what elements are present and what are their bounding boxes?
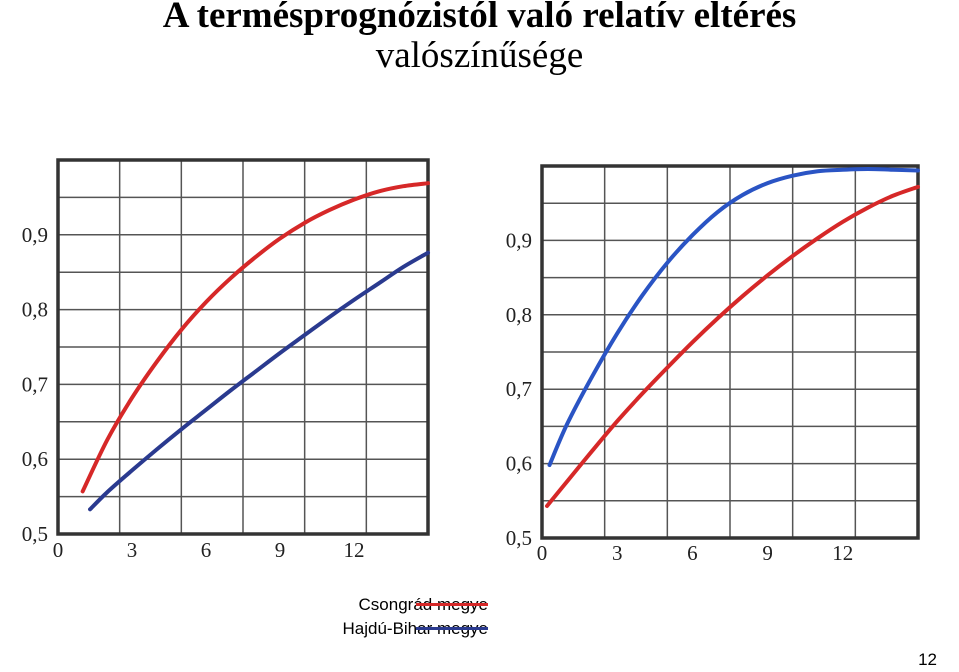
x-tick-label: 3 <box>127 538 138 562</box>
legend-label: Hajdú-Bihar megye <box>342 619 488 638</box>
grid <box>58 160 428 534</box>
legend-item-csongrad: Csongrád megye <box>230 593 488 617</box>
y-tick-label: 0,8 <box>22 298 48 322</box>
series-line-csongrad <box>80 181 430 494</box>
slide-title: A termésprognózistól való relatív eltéré… <box>0 0 959 76</box>
x-tick-label: 12 <box>832 541 853 565</box>
y-tick-label: 0,7 <box>22 372 48 396</box>
y-tick-label: 0,9 <box>22 223 48 247</box>
legend-swatch <box>416 603 488 606</box>
x-tick-label: 0 <box>53 538 64 562</box>
y-tick-label: 0,7 <box>506 377 532 401</box>
x-tick-label: 9 <box>275 538 286 562</box>
x-tick-label: 6 <box>687 541 698 565</box>
x-tick-label: 6 <box>201 538 212 562</box>
title-line-2: valószínűsége <box>375 35 584 76</box>
plot-frame <box>540 164 920 540</box>
y-tick-label: 0,5 <box>22 522 48 546</box>
x-tick-label: 12 <box>344 538 365 562</box>
grid <box>542 166 918 538</box>
y-tick-label: 0,5 <box>506 526 532 550</box>
y-tick-label: 0,6 <box>506 452 532 476</box>
series-line-hajdu-bihar <box>88 250 430 512</box>
x-tick-label: 0 <box>537 541 548 565</box>
series-line-csongrad <box>545 184 920 509</box>
y-tick-label: 0,6 <box>22 447 48 471</box>
series-line-hajdu-bihar <box>547 166 920 468</box>
x-tick-label: 3 <box>612 541 623 565</box>
y-tick-label: 0,9 <box>506 228 532 252</box>
y-tick-label: 0,8 <box>506 303 532 327</box>
legend: Csongrád megye Hajdú-Bihar megye <box>230 593 488 641</box>
x-tick-label: 9 <box>762 541 773 565</box>
page-number: 12 <box>918 650 937 669</box>
plot-frame <box>56 158 430 536</box>
title-line-1: A termésprognózistól való relatív eltéré… <box>162 0 797 36</box>
legend-swatch <box>416 627 488 630</box>
legend-item-hajdu-bihar: Hajdú-Bihar megye <box>230 617 488 641</box>
